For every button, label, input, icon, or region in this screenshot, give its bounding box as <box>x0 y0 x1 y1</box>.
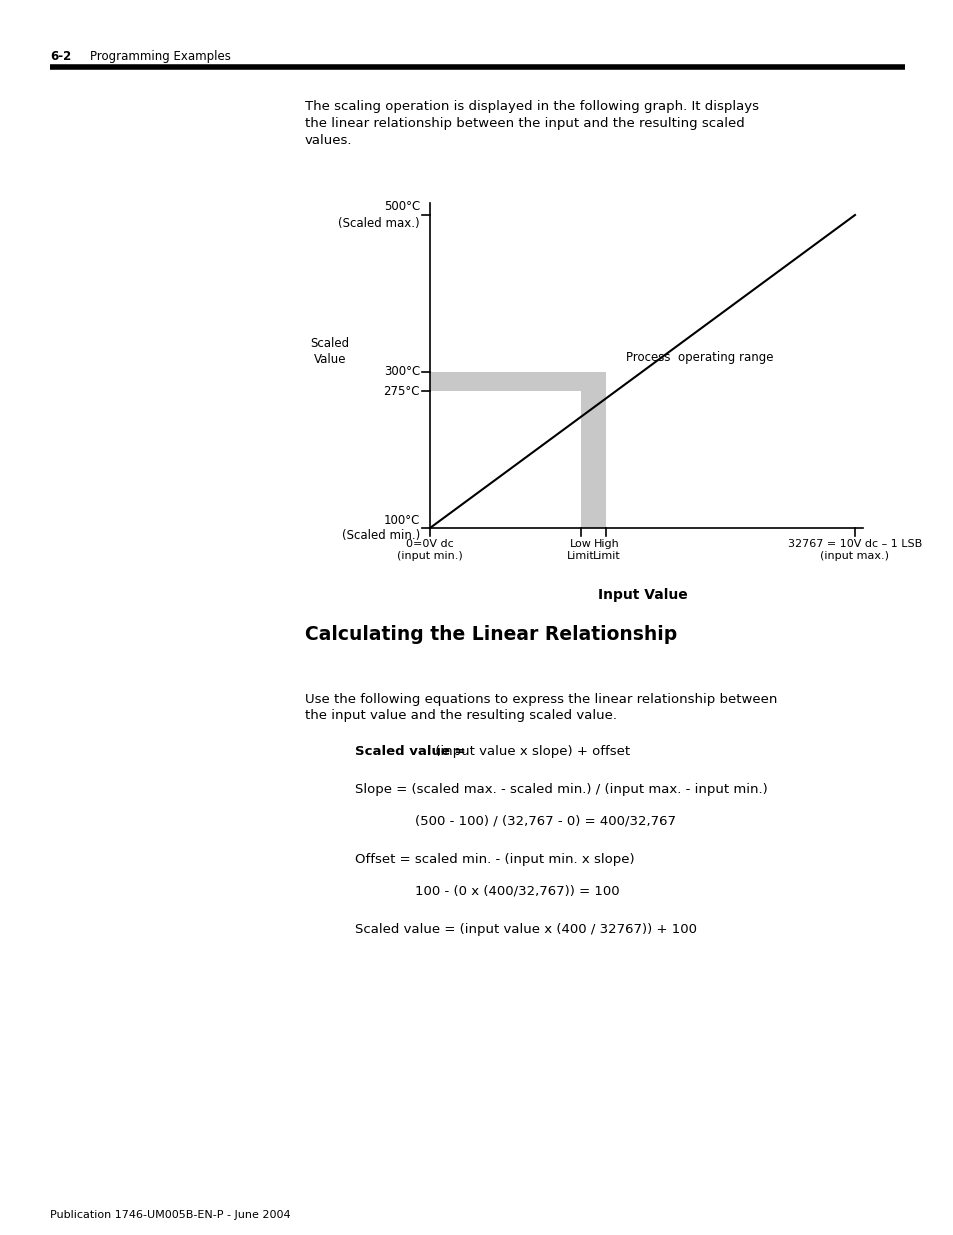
Text: 0=0V dc
(input min.): 0=0V dc (input min.) <box>396 538 462 562</box>
Text: values.: values. <box>305 135 352 147</box>
Text: Scaled
Value: Scaled Value <box>310 337 349 366</box>
Text: 500°C
(Scaled max.): 500°C (Scaled max.) <box>338 200 419 230</box>
Text: the input value and the resulting scaled value.: the input value and the resulting scaled… <box>305 709 617 722</box>
Text: Input Value: Input Value <box>597 588 687 601</box>
Bar <box>430 372 606 391</box>
Text: Scaled value = (input value x (400 / 32767)) + 100: Scaled value = (input value x (400 / 327… <box>355 923 697 936</box>
Text: (500 - 100) / (32,767 - 0) = 400/32,767: (500 - 100) / (32,767 - 0) = 400/32,767 <box>415 815 676 827</box>
Text: (input value x slope) + offset: (input value x slope) + offset <box>431 745 630 758</box>
Text: Scaled value =: Scaled value = <box>355 745 465 758</box>
Text: the linear relationship between the input and the resulting scaled: the linear relationship between the inpu… <box>305 117 744 130</box>
Text: Slope = (scaled max. - scaled min.) / (input max. - input min.): Slope = (scaled max. - scaled min.) / (i… <box>355 783 767 797</box>
Text: Programming Examples: Programming Examples <box>90 49 231 63</box>
Text: 275°C: 275°C <box>383 384 419 398</box>
Text: Use the following equations to express the linear relationship between: Use the following equations to express t… <box>305 693 777 706</box>
Text: 100 - (0 x (400/32,767)) = 100: 100 - (0 x (400/32,767)) = 100 <box>415 885 619 898</box>
Text: Calculating the Linear Relationship: Calculating the Linear Relationship <box>305 625 677 643</box>
Text: Publication 1746-UM005B-EN-P - June 2004: Publication 1746-UM005B-EN-P - June 2004 <box>50 1210 291 1220</box>
Text: Offset = scaled min. - (input min. x slope): Offset = scaled min. - (input min. x slo… <box>355 853 634 866</box>
Text: 100°C
(Scaled min.): 100°C (Scaled min.) <box>341 514 419 542</box>
Text: The scaling operation is displayed in the following graph. It displays: The scaling operation is displayed in th… <box>305 100 759 112</box>
Text: High
Limit: High Limit <box>592 538 619 562</box>
Text: 32767 = 10V dc – 1 LSB
(input max.): 32767 = 10V dc – 1 LSB (input max.) <box>787 538 922 562</box>
Text: 300°C: 300°C <box>383 366 419 378</box>
Text: Process  operating range: Process operating range <box>626 351 773 363</box>
Text: Low
Limit: Low Limit <box>566 538 594 562</box>
Bar <box>580 372 606 529</box>
Text: 6-2: 6-2 <box>50 49 71 63</box>
